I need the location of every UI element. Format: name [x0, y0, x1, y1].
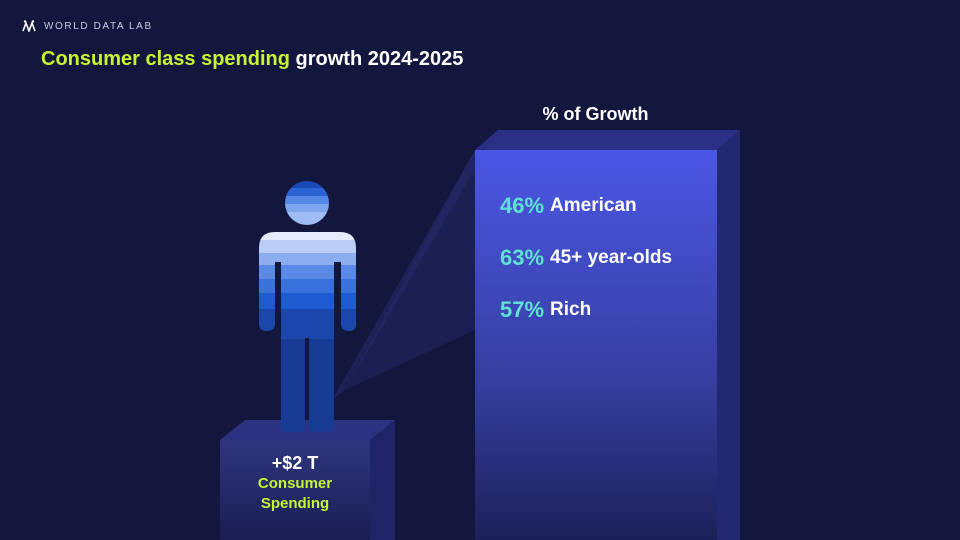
stat-percent: 63%	[500, 245, 545, 270]
pedestal	[220, 440, 370, 540]
brand: WORLD DATA LAB	[22, 20, 153, 32]
stat-rich: 57% Rich	[500, 284, 672, 336]
title-highlight: Consumer class spending	[41, 48, 290, 70]
title-rest: growth 2024-2025	[289, 48, 464, 70]
stat-american: 46% American	[500, 180, 672, 232]
pedestal-top	[220, 420, 395, 440]
stat-45-plus: 63% 45+ year-olds	[500, 232, 672, 284]
growth-stats: 46% American 63% 45+ year-olds 57% Rich	[500, 180, 672, 336]
stat-percent: 57%	[500, 297, 545, 322]
stat-percent: 46%	[500, 193, 545, 218]
person-icon	[259, 181, 356, 432]
light-beam-fill	[345, 150, 475, 390]
wdl-logo-icon	[22, 20, 36, 32]
spending-metric-line2: Spending	[260, 495, 330, 512]
growth-panel	[475, 150, 717, 540]
stat-label: American	[550, 195, 637, 216]
pedestal-side	[370, 420, 395, 540]
panel-side	[717, 130, 740, 540]
brand-name: WORLD DATA LAB	[44, 20, 153, 32]
spending-amount: +$2 T	[271, 453, 319, 473]
stat-label: Rich	[550, 299, 592, 320]
light-beam	[332, 130, 498, 400]
page-title: Consumer class spending growth 2024-2025	[41, 48, 463, 71]
spending-metric-line1: Consumer	[257, 475, 333, 492]
growth-panel-title: % of Growth	[542, 104, 649, 124]
pedestal-label: +$2 T Consumer Spending	[220, 452, 370, 514]
panel-top	[475, 130, 740, 150]
stat-label: 45+ year-olds	[550, 247, 673, 268]
